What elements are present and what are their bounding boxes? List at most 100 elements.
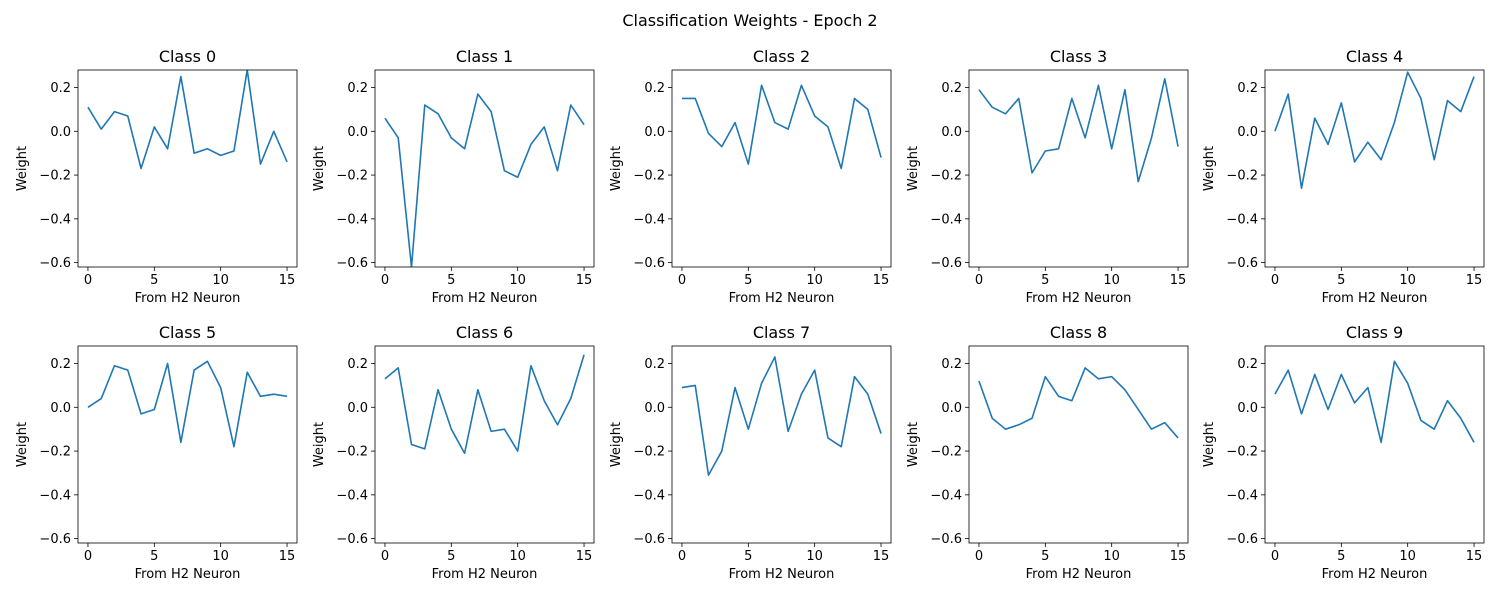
y-tick-label: 0.2 [644, 81, 665, 96]
weight-series-line [1274, 360, 1475, 444]
y-axis-label: Weight [906, 422, 921, 467]
y-axis-label: Weight [15, 146, 30, 191]
y-tick-label: 0.2 [941, 81, 962, 96]
subplot-title: Class 7 [753, 323, 810, 342]
y-tick-label: −0.2 [1226, 445, 1258, 460]
x-tick-label: 10 [1399, 273, 1416, 288]
y-tick-label: 0.2 [347, 81, 368, 96]
weight-series-line [978, 77, 1179, 183]
y-tick-label: −0.4 [1226, 212, 1258, 227]
subplot-class-3: Class 3 0 5 10 15 −0.6 −0.4 −0.2 0.0 0.2 From H2 N… [906, 47, 1189, 306]
plot-frame [374, 69, 595, 268]
subplot-title: Class 3 [1050, 47, 1107, 66]
weight-series-line [384, 354, 585, 455]
x-axis-label: From H2 Neuron [1026, 567, 1132, 582]
x-tick-label: 0 [975, 273, 983, 288]
y-tick-label: 0.0 [644, 125, 665, 140]
x-tick-label: 5 [150, 549, 158, 564]
subplot-class-7: Class 7 0 5 10 15 −0.6 −0.4 −0.2 0.0 0.2 From H2 N… [609, 323, 892, 582]
y-tick-label: 0.2 [347, 357, 368, 372]
x-tick-label: 15 [873, 273, 890, 288]
y-tick-label: −0.4 [336, 488, 368, 503]
y-tick-label: −0.2 [930, 169, 962, 184]
x-tick-label: 0 [84, 549, 92, 564]
x-tick-label: 10 [806, 273, 823, 288]
x-tick-label: 5 [744, 549, 752, 564]
y-tick-label: −0.2 [39, 169, 71, 184]
y-tick-label: −0.2 [930, 445, 962, 460]
subplot-class-6: Class 6 0 5 10 15 −0.6 −0.4 −0.2 0.0 0.2 From H2 N… [312, 323, 595, 582]
x-tick-label: 15 [279, 549, 296, 564]
y-tick-label: −0.2 [633, 169, 665, 184]
y-tick-label: −0.4 [39, 488, 71, 503]
x-tick-label: 0 [381, 549, 389, 564]
y-tick-label: −0.6 [336, 256, 368, 271]
subplot-title: Class 2 [753, 47, 810, 66]
figure-title: Classification Weights - Epoch 2 [622, 11, 877, 30]
x-tick-label: 10 [1103, 549, 1120, 564]
y-tick-label: −0.4 [633, 488, 665, 503]
x-tick-label: 5 [1041, 273, 1049, 288]
y-tick-label: −0.6 [930, 256, 962, 271]
y-tick-label: −0.4 [633, 212, 665, 227]
plot-frame [968, 69, 1189, 268]
x-tick-label: 10 [1399, 549, 1416, 564]
x-tick-label: 0 [84, 273, 92, 288]
y-tick-label: −0.2 [336, 169, 368, 184]
x-tick-label: 0 [678, 549, 686, 564]
plot-frame [77, 69, 298, 268]
weight-series-line [87, 70, 288, 170]
y-axis-label: Weight [1202, 146, 1217, 191]
plot-frame [671, 345, 892, 544]
x-tick-label: 5 [744, 273, 752, 288]
x-tick-label: 15 [1170, 273, 1187, 288]
x-tick-label: 5 [1337, 549, 1345, 564]
weight-series-line [1274, 71, 1475, 189]
x-tick-label: 0 [1271, 549, 1279, 564]
x-axis-label: From H2 Neuron [432, 567, 538, 582]
y-axis-label: Weight [609, 422, 624, 467]
weight-series-line [681, 84, 882, 170]
y-tick-label: −0.4 [1226, 488, 1258, 503]
y-tick-label: 0.0 [644, 401, 665, 416]
x-axis-label: From H2 Neuron [729, 567, 835, 582]
y-tick-label: −0.6 [930, 532, 962, 547]
plot-frame [1264, 345, 1485, 544]
x-tick-label: 15 [1466, 549, 1483, 564]
y-tick-label: −0.2 [336, 445, 368, 460]
x-tick-label: 10 [1103, 273, 1120, 288]
x-tick-label: 15 [1170, 549, 1187, 564]
x-tick-label: 15 [576, 273, 593, 288]
y-tick-label: 0.2 [941, 357, 962, 372]
subplot-class-0: Class 0 0 5 10 15 −0.6 −0.4 −0.2 0.0 0.2 From H2 N… [15, 47, 298, 306]
y-tick-label: 0.0 [1237, 401, 1258, 416]
y-tick-label: 0.0 [1237, 125, 1258, 140]
y-tick-label: 0.0 [50, 401, 71, 416]
x-tick-label: 5 [1337, 273, 1345, 288]
x-tick-label: 0 [975, 549, 983, 564]
y-tick-label: −0.6 [1226, 532, 1258, 547]
x-tick-label: 10 [806, 549, 823, 564]
y-tick-label: 0.0 [50, 125, 71, 140]
y-tick-label: −0.4 [930, 488, 962, 503]
x-axis-label: From H2 Neuron [1322, 567, 1428, 582]
y-tick-label: −0.6 [633, 532, 665, 547]
x-tick-label: 15 [576, 549, 593, 564]
y-tick-label: −0.6 [336, 532, 368, 547]
subplot-class-1: Class 1 0 5 10 15 −0.6 −0.4 −0.2 0.0 0.2 From H2 N… [312, 47, 595, 306]
x-tick-label: 15 [873, 549, 890, 564]
y-tick-label: 0.0 [941, 125, 962, 140]
subplot-class-4: Class 4 0 5 10 15 −0.6 −0.4 −0.2 0.0 0.2 From H2 N… [1202, 47, 1485, 306]
subplot-title: Class 6 [456, 323, 513, 342]
x-tick-label: 5 [1041, 549, 1049, 564]
subplot-class-2: Class 2 0 5 10 15 −0.6 −0.4 −0.2 0.0 0.2 From H2 N… [609, 47, 892, 306]
x-axis-label: From H2 Neuron [1322, 291, 1428, 306]
x-axis-label: From H2 Neuron [135, 567, 241, 582]
y-tick-label: 0.2 [50, 357, 71, 372]
plot-frame [1264, 69, 1485, 268]
y-axis-label: Weight [15, 422, 30, 467]
y-tick-label: −0.6 [39, 256, 71, 271]
x-tick-label: 15 [1466, 273, 1483, 288]
y-tick-label: 0.2 [1237, 357, 1258, 372]
